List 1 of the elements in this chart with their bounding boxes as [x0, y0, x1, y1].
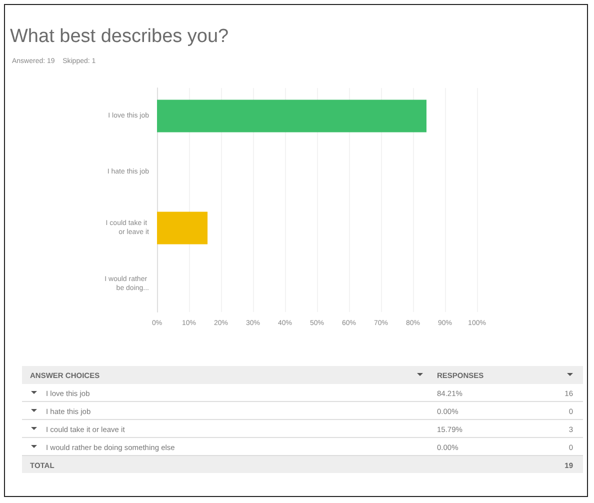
chart-title: What best describes you?	[10, 26, 229, 48]
